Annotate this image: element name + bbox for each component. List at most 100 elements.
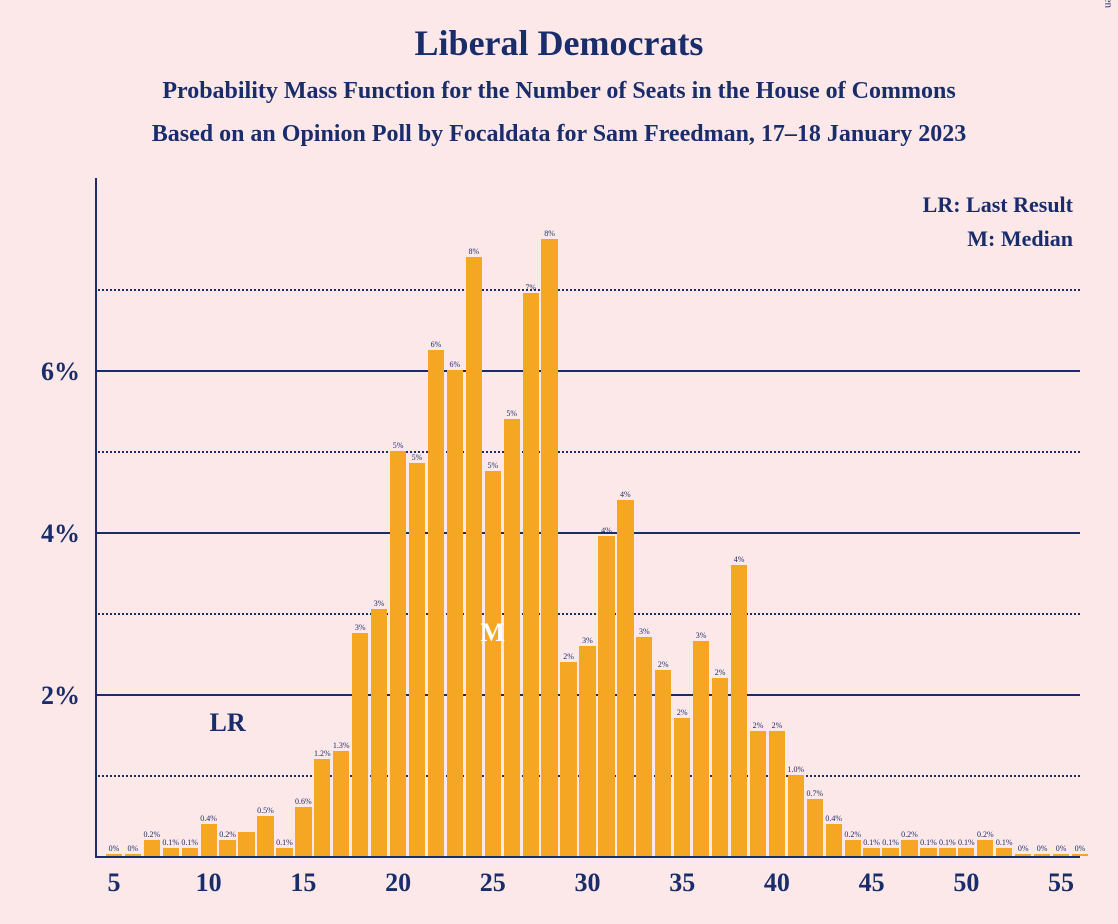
y-tick-label: 6% (41, 357, 80, 387)
copyright-text: © 2023 Filip van Laenen (1102, 0, 1114, 8)
bar-value-label: 2% (715, 668, 726, 677)
bar (238, 832, 254, 856)
bar: 8% (466, 257, 482, 856)
bar-value-label: 0.2% (143, 830, 160, 839)
bar-value-label: 0% (1056, 844, 1067, 853)
bar-value-label: 8% (468, 247, 479, 256)
bar: 0.4% (201, 824, 217, 856)
bar-value-label: 1.3% (333, 741, 350, 750)
bar-chart: 2%4%6%5101520253035404550550%0%0.2%0.1%0… (95, 178, 1080, 858)
chart-title: Liberal Democrats (0, 0, 1118, 64)
bar: 0% (1053, 854, 1069, 856)
bar: 7% (523, 293, 539, 856)
gridline (95, 613, 1080, 615)
bar: 3% (693, 641, 709, 856)
bar: 0.1% (920, 848, 936, 856)
gridline (95, 370, 1080, 372)
bar: 0% (1072, 854, 1088, 856)
bar: 0.1% (996, 848, 1012, 856)
bar-value-label: 3% (582, 636, 593, 645)
bar: 4% (598, 536, 614, 856)
bar: 3% (636, 637, 652, 856)
chart-subtitle-2: Based on an Opinion Poll by Focaldata fo… (0, 121, 1118, 148)
x-tick-label: 25 (480, 868, 506, 898)
bar-value-label: 5% (487, 461, 498, 470)
bar: 2% (674, 718, 690, 856)
bar-value-label: 0% (128, 844, 139, 853)
bar: 2% (769, 731, 785, 856)
bar-value-label: 1.0% (788, 765, 805, 774)
bar-value-label: 7% (525, 283, 536, 292)
bar-value-label: 0.2% (219, 830, 236, 839)
bar: 0.5% (257, 816, 273, 856)
bar-value-label: 0% (1018, 844, 1029, 853)
bar-value-label: 0.2% (901, 830, 918, 839)
bar: 5% (504, 419, 520, 856)
bar-value-label: 3% (374, 599, 385, 608)
bar-value-label: 1.2% (314, 749, 331, 758)
bar-value-label: 0.1% (882, 838, 899, 847)
bar-value-label: 0.5% (257, 806, 274, 815)
bar-value-label: 2% (753, 721, 764, 730)
bar: 5% (485, 471, 501, 856)
marker-last-result: LR (210, 708, 246, 738)
bar-value-label: 8% (544, 229, 555, 238)
bar-value-label: 0% (109, 844, 120, 853)
bar: 1.0% (788, 775, 804, 856)
x-tick-label: 5 (107, 868, 120, 898)
bar-value-label: 0.1% (863, 838, 880, 847)
bar-value-label: 0.1% (958, 838, 975, 847)
x-axis (95, 856, 1080, 858)
bar-value-label: 0.1% (162, 838, 179, 847)
bar-value-label: 0.1% (939, 838, 956, 847)
x-tick-label: 45 (859, 868, 885, 898)
bar: 0.6% (295, 807, 311, 856)
bar: 0% (1034, 854, 1050, 856)
bar: 3% (579, 646, 595, 856)
bar-value-label: 0.1% (996, 838, 1013, 847)
bar: 0.2% (901, 840, 917, 856)
bar-value-label: 2% (677, 708, 688, 717)
bar: 0.1% (939, 848, 955, 856)
bar: 0% (1015, 854, 1031, 856)
bar-value-label: 0.1% (276, 838, 293, 847)
y-tick-label: 4% (41, 519, 80, 549)
gridline (95, 451, 1080, 453)
bar-value-label: 6% (450, 360, 461, 369)
bar-value-label: 0.1% (181, 838, 198, 847)
bar: 0.1% (863, 848, 879, 856)
bar-value-label: 2% (563, 652, 574, 661)
bar-value-label: 3% (696, 631, 707, 640)
bar: 1.3% (333, 751, 349, 856)
bar-value-label: 0.1% (920, 838, 937, 847)
x-tick-label: 50 (953, 868, 979, 898)
bar: 5% (390, 451, 406, 856)
chart-subtitle-1: Probability Mass Function for the Number… (0, 78, 1118, 105)
x-tick-label: 10 (196, 868, 222, 898)
marker-median: M (481, 618, 506, 648)
bar: 0.2% (219, 840, 235, 856)
bar: 2% (712, 678, 728, 856)
bar-value-label: 2% (658, 660, 669, 669)
bar: 0.4% (826, 824, 842, 856)
bar-value-label: 0.6% (295, 797, 312, 806)
y-tick-label: 2% (41, 681, 80, 711)
x-tick-label: 55 (1048, 868, 1074, 898)
bar-value-label: 5% (506, 409, 517, 418)
bar-value-label: 5% (412, 453, 423, 462)
gridline (95, 532, 1080, 534)
bar: 0.1% (163, 848, 179, 856)
bar: 2% (560, 662, 576, 856)
bar-value-label: 2% (772, 721, 783, 730)
bar: 2% (655, 670, 671, 856)
bar: 5% (409, 463, 425, 856)
bar-value-label: 0% (1075, 844, 1086, 853)
bar-value-label: 3% (639, 627, 650, 636)
x-tick-label: 20 (385, 868, 411, 898)
x-tick-label: 40 (764, 868, 790, 898)
bar: 0.1% (182, 848, 198, 856)
bar: 0.2% (977, 840, 993, 856)
y-axis (95, 178, 97, 858)
bar-value-label: 0.2% (844, 830, 861, 839)
bar-value-label: 3% (355, 623, 366, 632)
